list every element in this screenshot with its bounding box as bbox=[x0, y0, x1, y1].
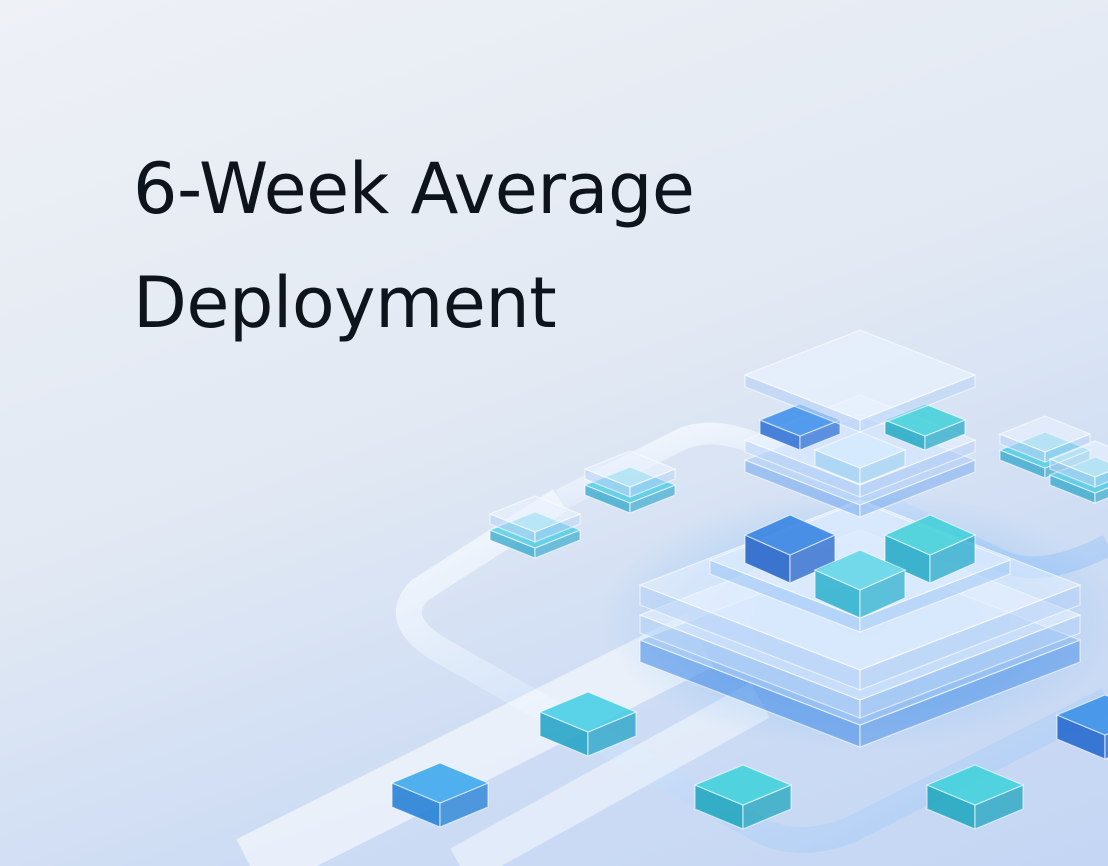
shape bbox=[1094, 471, 1108, 488]
shape bbox=[1094, 487, 1108, 504]
shape bbox=[998, 415, 1092, 453]
shape bbox=[693, 764, 793, 806]
shape bbox=[1048, 440, 1108, 478]
shape bbox=[1055, 694, 1108, 736]
title-line: 6-Week Average bbox=[133, 148, 695, 230]
shape bbox=[743, 329, 977, 421]
shapes bbox=[390, 329, 1108, 830]
shape bbox=[813, 549, 907, 591]
shape bbox=[883, 514, 977, 556]
title-line: Deployment bbox=[133, 262, 557, 344]
shape bbox=[1104, 733, 1108, 760]
shape bbox=[488, 495, 582, 533]
shape bbox=[743, 514, 837, 556]
title: 6-Week Average Deployment bbox=[133, 132, 695, 360]
shape bbox=[390, 762, 490, 804]
shape bbox=[813, 431, 907, 469]
shape bbox=[538, 691, 638, 733]
shape bbox=[925, 764, 1025, 806]
shape bbox=[583, 450, 677, 488]
